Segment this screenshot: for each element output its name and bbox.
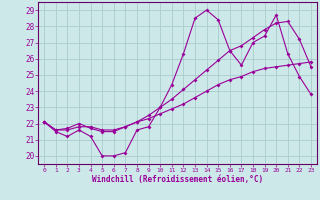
X-axis label: Windchill (Refroidissement éolien,°C): Windchill (Refroidissement éolien,°C) [92,175,263,184]
